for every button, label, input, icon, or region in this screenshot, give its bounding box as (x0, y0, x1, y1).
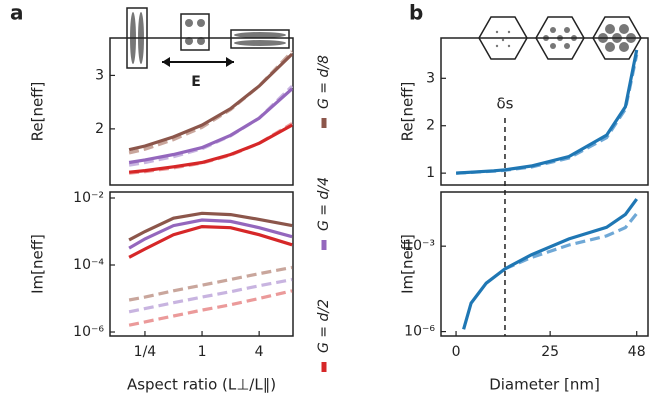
series-line (456, 54, 639, 175)
annotation: δs (496, 95, 513, 113)
x-tick-label: 0 (452, 344, 461, 360)
y-tick-label: 1 (426, 165, 435, 181)
series-line (128, 122, 293, 175)
legend-label: G = d/8 (316, 55, 332, 109)
series-line (128, 123, 293, 174)
series-line (128, 50, 293, 155)
y-tick-label: 10⁻³ (404, 238, 435, 254)
legend-label: G = d/2 (316, 299, 332, 353)
annotation: E (191, 74, 201, 90)
y-tick-label: 3 (95, 67, 104, 83)
y-axis-label: Re[neff] (399, 82, 417, 142)
series-line (128, 84, 293, 167)
y-tick-label: 10⁻⁶ (73, 324, 104, 340)
series-line (128, 224, 293, 259)
panel-label: b (409, 1, 423, 25)
x-tick-label: 1 (198, 344, 207, 360)
x-tick-label: 25 (541, 344, 559, 360)
y-axis-label: Re[neff] (29, 82, 47, 142)
series-line (128, 52, 293, 152)
y-tick-label: 10⁻⁶ (404, 324, 435, 340)
series-line (504, 212, 638, 271)
icons-a (126, 7, 290, 69)
x-tick-label: 48 (628, 344, 646, 360)
series-line (128, 289, 293, 327)
series-line (128, 87, 293, 165)
plot-frame (440, 37, 649, 186)
y-axis-label: Im[neff] (399, 234, 417, 294)
series-line (128, 277, 293, 314)
series-line (128, 265, 293, 302)
x-axis-label: Aspect ratio (L⊥/L∥) (127, 376, 276, 394)
y-tick-label: 2 (95, 121, 104, 137)
series-line (456, 49, 639, 175)
plot-frame (109, 37, 294, 186)
y-tick-label: 3 (426, 70, 435, 86)
series-line (128, 218, 293, 250)
series-line (462, 198, 638, 330)
y-axis-label: Im[neff] (29, 234, 47, 294)
y-tick-label: 10⁻⁴ (73, 257, 104, 273)
x-tick-label: 1/4 (134, 344, 157, 360)
series-line (128, 211, 293, 242)
legend-label: G = d/4 (316, 177, 332, 231)
plot-frame (440, 191, 649, 337)
y-tick-label: 2 (426, 118, 435, 134)
x-tick-label: 4 (255, 344, 264, 360)
x-axis-label: Diameter [nm] (489, 376, 600, 394)
panel-label: a (10, 1, 24, 25)
y-tick-label: 10⁻² (73, 190, 104, 206)
